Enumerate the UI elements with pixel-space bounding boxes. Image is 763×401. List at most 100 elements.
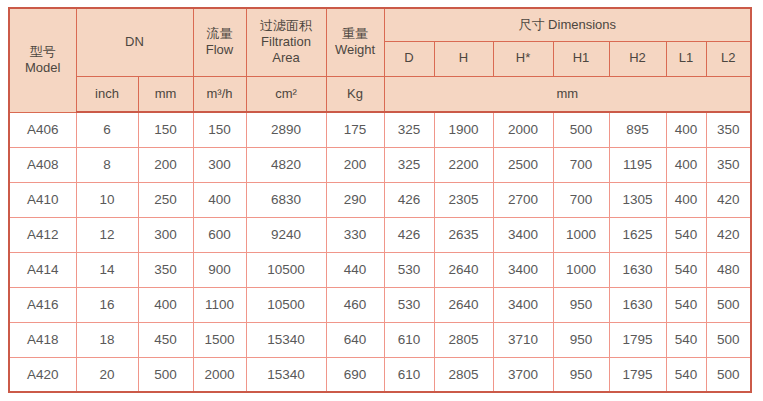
filter-spec-table: 型号 Model DN 流量 Flow 过滤面积 Filtration Area… bbox=[8, 7, 752, 393]
cell-weight: 175 bbox=[326, 112, 384, 147]
cell-dim-h1: 500 bbox=[553, 112, 609, 147]
header-weight: 重量 Weight bbox=[326, 8, 384, 76]
cell-model: A418 bbox=[9, 322, 76, 357]
cell-area: 6830 bbox=[246, 182, 326, 217]
cell-dn-mm: 350 bbox=[138, 252, 193, 287]
cell-dim-h2: 1195 bbox=[609, 147, 666, 182]
cell-model: A416 bbox=[9, 287, 76, 322]
cell-dim-l1: 400 bbox=[666, 182, 706, 217]
cell-weight: 200 bbox=[326, 147, 384, 182]
cell-dn-mm: 450 bbox=[138, 322, 193, 357]
header-dim-h1: H1 bbox=[553, 41, 609, 76]
header-dimensions-zh: 尺寸 bbox=[518, 17, 544, 32]
header-dim-l2: L2 bbox=[706, 41, 751, 76]
cell-dim-l1: 540 bbox=[666, 217, 706, 252]
cell-flow: 900 bbox=[193, 252, 246, 287]
header-model: 型号 Model bbox=[9, 8, 76, 112]
cell-dim-d: 530 bbox=[384, 287, 434, 322]
cell-area: 4820 bbox=[246, 147, 326, 182]
cell-dim-h: 2640 bbox=[434, 252, 493, 287]
header-flow-en: Flow bbox=[196, 42, 244, 58]
cell-dim-h2: 1795 bbox=[609, 322, 666, 357]
table-row: A410 10 250 400 6830 290 426 2305 2700 7… bbox=[9, 182, 751, 217]
cell-weight: 640 bbox=[326, 322, 384, 357]
header-model-zh: 型号 bbox=[12, 44, 74, 60]
cell-dim-h2: 1625 bbox=[609, 217, 666, 252]
cell-dn-inch: 6 bbox=[76, 112, 138, 147]
cell-dim-h: 2635 bbox=[434, 217, 493, 252]
cell-model: A410 bbox=[9, 182, 76, 217]
cell-dn-inch: 8 bbox=[76, 147, 138, 182]
cell-weight: 290 bbox=[326, 182, 384, 217]
cell-dim-hstar: 2500 bbox=[493, 147, 553, 182]
cell-dim-hstar: 3400 bbox=[493, 287, 553, 322]
spec-table-container: 型号 Model DN 流量 Flow 过滤面积 Filtration Area… bbox=[8, 7, 763, 393]
cell-dim-l1: 540 bbox=[666, 252, 706, 287]
cell-weight: 690 bbox=[326, 357, 384, 392]
cell-dn-inch: 14 bbox=[76, 252, 138, 287]
cell-dn-mm: 500 bbox=[138, 357, 193, 392]
cell-model: A408 bbox=[9, 147, 76, 182]
cell-flow: 150 bbox=[193, 112, 246, 147]
header-model-en: Model bbox=[12, 60, 74, 76]
cell-flow: 400 bbox=[193, 182, 246, 217]
cell-dim-h1: 950 bbox=[553, 287, 609, 322]
header-unit-dims: mm bbox=[384, 76, 751, 112]
cell-dim-h2: 1630 bbox=[609, 287, 666, 322]
header-row-1: 型号 Model DN 流量 Flow 过滤面积 Filtration Area… bbox=[9, 8, 751, 41]
cell-flow: 600 bbox=[193, 217, 246, 252]
header-filtration-zh: 过滤面积 bbox=[249, 18, 324, 34]
cell-dn-inch: 16 bbox=[76, 287, 138, 322]
header-dim-hstar: H* bbox=[493, 41, 553, 76]
cell-dim-d: 325 bbox=[384, 147, 434, 182]
cell-dn-mm: 150 bbox=[138, 112, 193, 147]
cell-dim-l1: 400 bbox=[666, 147, 706, 182]
cell-dn-mm: 200 bbox=[138, 147, 193, 182]
cell-dim-h1: 1000 bbox=[553, 252, 609, 287]
cell-dim-h1: 700 bbox=[553, 182, 609, 217]
cell-dim-h: 2200 bbox=[434, 147, 493, 182]
table-row: A420 20 500 2000 15340 690 610 2805 3700… bbox=[9, 357, 751, 392]
cell-dim-l2: 420 bbox=[706, 182, 751, 217]
table-row: A414 14 350 900 10500 440 530 2640 3400 … bbox=[9, 252, 751, 287]
header-dn: DN bbox=[76, 8, 193, 76]
cell-weight: 440 bbox=[326, 252, 384, 287]
header-dim-h2: H2 bbox=[609, 41, 666, 76]
header-dim-d: D bbox=[384, 41, 434, 76]
cell-dim-l2: 500 bbox=[706, 322, 751, 357]
table-row: A406 6 150 150 2890 175 325 1900 2000 50… bbox=[9, 112, 751, 147]
cell-area: 15340 bbox=[246, 322, 326, 357]
cell-dim-hstar: 2700 bbox=[493, 182, 553, 217]
cell-dn-mm: 400 bbox=[138, 287, 193, 322]
table-row: A418 18 450 1500 15340 640 610 2805 3710… bbox=[9, 322, 751, 357]
cell-dim-h2: 895 bbox=[609, 112, 666, 147]
header-unit-inch: inch bbox=[76, 76, 138, 112]
header-unit-area: cm² bbox=[246, 76, 326, 112]
header-dim-l1: L1 bbox=[666, 41, 706, 76]
cell-dim-hstar: 3700 bbox=[493, 357, 553, 392]
header-filtration-area: 过滤面积 Filtration Area bbox=[246, 8, 326, 76]
cell-flow: 2000 bbox=[193, 357, 246, 392]
header-weight-en: Weight bbox=[329, 42, 382, 58]
cell-weight: 330 bbox=[326, 217, 384, 252]
header-filtration-en: Filtration Area bbox=[249, 34, 324, 67]
cell-dim-h: 1900 bbox=[434, 112, 493, 147]
cell-dim-d: 426 bbox=[384, 217, 434, 252]
cell-dim-l2: 480 bbox=[706, 252, 751, 287]
cell-dim-l2: 350 bbox=[706, 112, 751, 147]
header-unit-weight: Kg bbox=[326, 76, 384, 112]
cell-dim-h: 2305 bbox=[434, 182, 493, 217]
cell-model: A406 bbox=[9, 112, 76, 147]
cell-dim-h1: 1000 bbox=[553, 217, 609, 252]
header-dimensions-en: Dimensions bbox=[548, 17, 616, 32]
cell-dim-h1: 700 bbox=[553, 147, 609, 182]
cell-dn-mm: 300 bbox=[138, 217, 193, 252]
cell-dim-hstar: 3710 bbox=[493, 322, 553, 357]
cell-dim-hstar: 3400 bbox=[493, 217, 553, 252]
header-row-units: inch mm m³/h cm² Kg mm bbox=[9, 76, 751, 112]
cell-dn-inch: 18 bbox=[76, 322, 138, 357]
cell-dim-l1: 540 bbox=[666, 287, 706, 322]
cell-dn-inch: 10 bbox=[76, 182, 138, 217]
cell-dim-h1: 950 bbox=[553, 322, 609, 357]
cell-dim-d: 610 bbox=[384, 322, 434, 357]
